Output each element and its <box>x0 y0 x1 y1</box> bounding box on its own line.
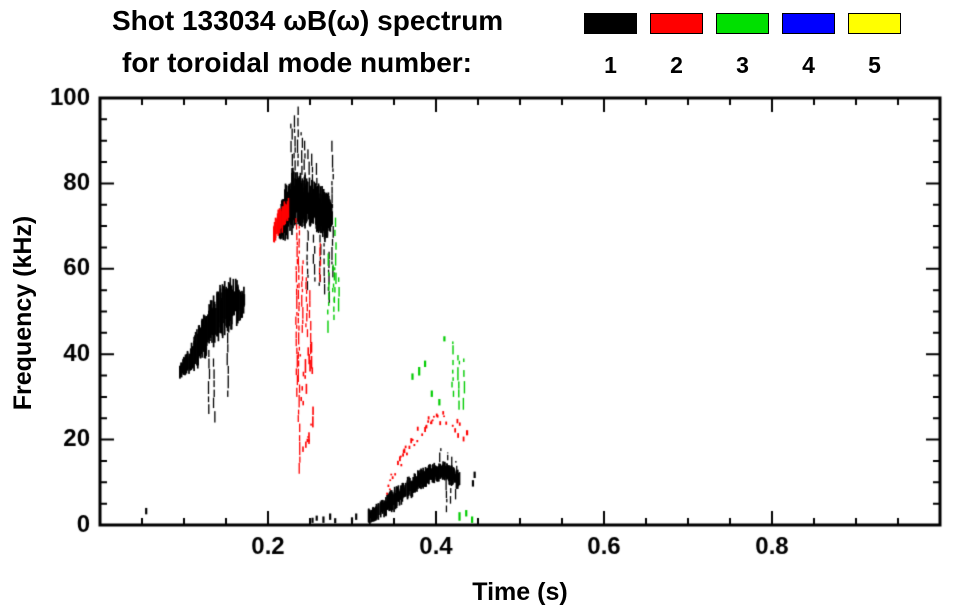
y-axis-label: Frequency (kHz) <box>9 215 37 411</box>
x-axis-label: Time (s) <box>472 578 568 606</box>
